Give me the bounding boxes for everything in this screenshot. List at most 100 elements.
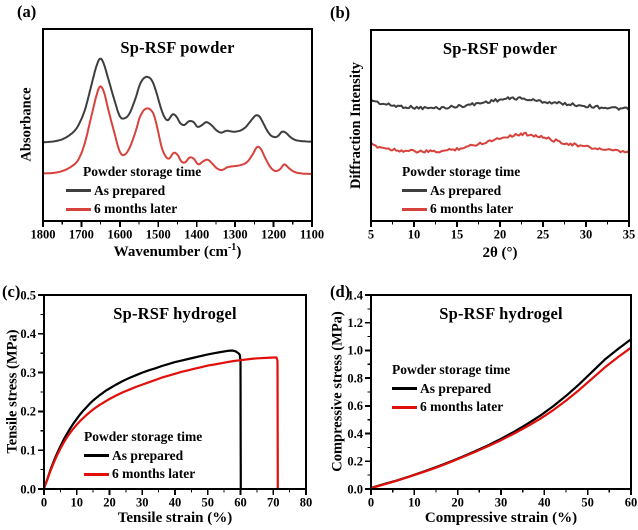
x-tick-label: 30 — [580, 228, 593, 242]
y-tick-label: 0.8 — [347, 371, 363, 385]
series-line-6-months-later — [42, 85, 313, 175]
panel-a-plot: 1800 1700 1600 1500 1400 1300 1200 1100 — [31, 28, 324, 242]
panel-d-title: Sp-RSF hydrogel — [439, 304, 563, 323]
y-tick-label: 0.5 — [20, 288, 36, 302]
legend-label: 6 months later — [420, 399, 504, 414]
legend-swatch-as-prepared — [66, 189, 91, 193]
x-axis-title-text: ) — [236, 244, 242, 260]
legend-item: As prepared — [84, 447, 202, 466]
x-tick-label: 70 — [267, 496, 280, 510]
panel-label-c: (c) — [2, 282, 21, 301]
legend-label: As prepared — [430, 182, 502, 198]
panel-d-y-axis-title: Compressive stress (MPa) — [329, 311, 346, 472]
legend-title: Powder storage time — [402, 164, 521, 179]
legend-label: As prepared — [94, 182, 166, 198]
y-tick-label: 0.0 — [347, 482, 363, 496]
x-tick-label: 20 — [494, 228, 507, 242]
panel-label-a: (a) — [17, 2, 37, 21]
x-tick-label: 35 — [623, 228, 636, 242]
panel-d-x-axis-title: Compressive strain (%) — [371, 508, 631, 527]
x-tick-label: 10 — [71, 496, 84, 510]
y-tick-label: 0.3 — [20, 366, 36, 380]
series-line-6-months-later — [369, 346, 633, 490]
legend-item: As prepared — [392, 380, 510, 399]
y-tick-label: 0.0 — [20, 482, 36, 496]
y-tick-label: 1.4 — [347, 288, 363, 302]
legend-label: 6 months later — [430, 201, 514, 216]
x-tick-label: 0 — [41, 496, 47, 510]
x-axis-title-superscript: -1 — [227, 242, 237, 253]
legend-swatch-as-prepared — [392, 387, 417, 391]
series-line-6-months-later — [42, 356, 279, 490]
legend-item: 6 months later — [84, 465, 202, 484]
x-tick-label: 1700 — [69, 228, 94, 242]
y-tick-label: 0.2 — [347, 455, 363, 469]
legend-swatch-6-months-later — [402, 207, 427, 211]
legend-label: 6 months later — [112, 466, 196, 481]
legend-swatch-6-months-later — [66, 207, 91, 211]
panel-b-legend: Powder storage time As prepared 6 months… — [402, 163, 520, 219]
x-tick-label: 0 — [368, 496, 374, 510]
panel-b-x-axis-title: 2θ (°) — [371, 243, 629, 262]
x-axis-title-text: Wavenumber (cm — [113, 244, 228, 260]
x-tick-label: 25 — [537, 228, 550, 242]
y-tick-label: 0.4 — [20, 327, 36, 341]
legend-item: 6 months later — [392, 398, 510, 417]
legend-title: Powder storage time — [392, 362, 511, 377]
x-tick-label: 1600 — [107, 228, 132, 242]
y-tick-label: 1.0 — [347, 344, 363, 358]
x-tick-label: 1100 — [300, 228, 324, 242]
x-tick-label: 50 — [581, 496, 594, 510]
x-tick-label: 1400 — [184, 228, 209, 242]
legend-label: 6 months later — [94, 201, 178, 216]
x-tick-label: 20 — [451, 496, 464, 510]
y-tick-label: 0.6 — [347, 399, 363, 413]
x-tick-label: 1300 — [223, 228, 248, 242]
x-tick-label: 10 — [408, 496, 421, 510]
legend-swatch-as-prepared — [402, 189, 427, 193]
x-tick-label: 40 — [169, 496, 182, 510]
x-tick-label: 60 — [234, 496, 247, 510]
x-tick-label: 5 — [368, 228, 374, 242]
x-tick-label: 30 — [495, 496, 508, 510]
y-tick-label: 0.4 — [347, 427, 363, 441]
legend-item: 6 months later — [66, 200, 201, 219]
panel-a-x-axis-title: Wavenumber (cm-1) — [43, 242, 312, 261]
series-line-as-prepared — [42, 349, 242, 490]
y-tick-label: 0.2 — [20, 405, 36, 419]
panel-c-y-axis-title: Tensile stress (MPa) — [4, 329, 21, 454]
panel-d-legend: Powder storage time As prepared 6 months… — [392, 361, 510, 417]
x-tick-label: 10 — [408, 228, 421, 242]
panel-b-title: Sp-RSF powder — [442, 39, 558, 58]
y-tick-label: 1.2 — [347, 316, 363, 330]
panel-d-plot: 0 10 20 30 40 50 60 0.0 0.2 0.4 0.6 0.8 1.0 1.2 1.4 — [347, 288, 637, 509]
x-tick-label: 60 — [625, 496, 638, 510]
legend-title: Powder storage time — [83, 164, 202, 179]
legend-item: 6 months later — [402, 200, 520, 219]
legend-item: As prepared — [66, 182, 201, 201]
x-tick-label: 30 — [136, 496, 149, 510]
panel-c-x-axis-title: Tensile strain (%) — [44, 508, 306, 527]
x-axis-title-text: Compressive strain (%) — [424, 510, 578, 526]
x-axis-title-text: 2θ (°) — [482, 245, 518, 261]
x-tick-label: 80 — [300, 496, 313, 510]
legend-label: As prepared — [420, 380, 492, 396]
series-line-as-prepared — [370, 96, 630, 111]
panel-a-legend: Powder storage time As prepared 6 months… — [66, 163, 201, 219]
panel-a-title: Sp-RSF powder — [120, 38, 235, 57]
legend-label: As prepared — [112, 447, 184, 463]
series-line-as-prepared — [42, 57, 313, 144]
x-axis-title-text: Tensile strain (%) — [117, 510, 233, 526]
x-tick-label: 40 — [538, 496, 551, 510]
x-tick-label: 1200 — [261, 228, 286, 242]
panel-label-d: (d) — [330, 282, 351, 301]
legend-title: Powder storage time — [84, 429, 203, 444]
y-tick-label: 0.1 — [20, 444, 36, 458]
panel-b-y-axis-title: Diffraction Intensity — [348, 62, 364, 189]
series-line-6-months-later — [370, 131, 630, 155]
panel-b-plot: 5 10 15 20 25 30 35 — [368, 29, 636, 242]
panel-c-plot: 0 10 20 30 40 50 60 70 80 0.0 0.1 0.2 0.3 0.4 0.5 — [20, 288, 312, 509]
legend-item: As prepared — [402, 182, 520, 201]
